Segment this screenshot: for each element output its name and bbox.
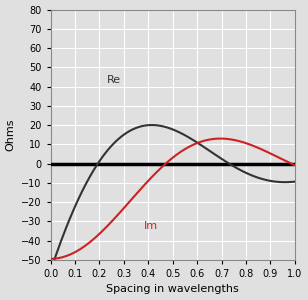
X-axis label: Spacing in wavelengths: Spacing in wavelengths [106, 284, 239, 294]
Text: Re: Re [107, 75, 121, 85]
Y-axis label: Ohms: Ohms [6, 118, 16, 151]
Text: Im: Im [144, 221, 158, 231]
